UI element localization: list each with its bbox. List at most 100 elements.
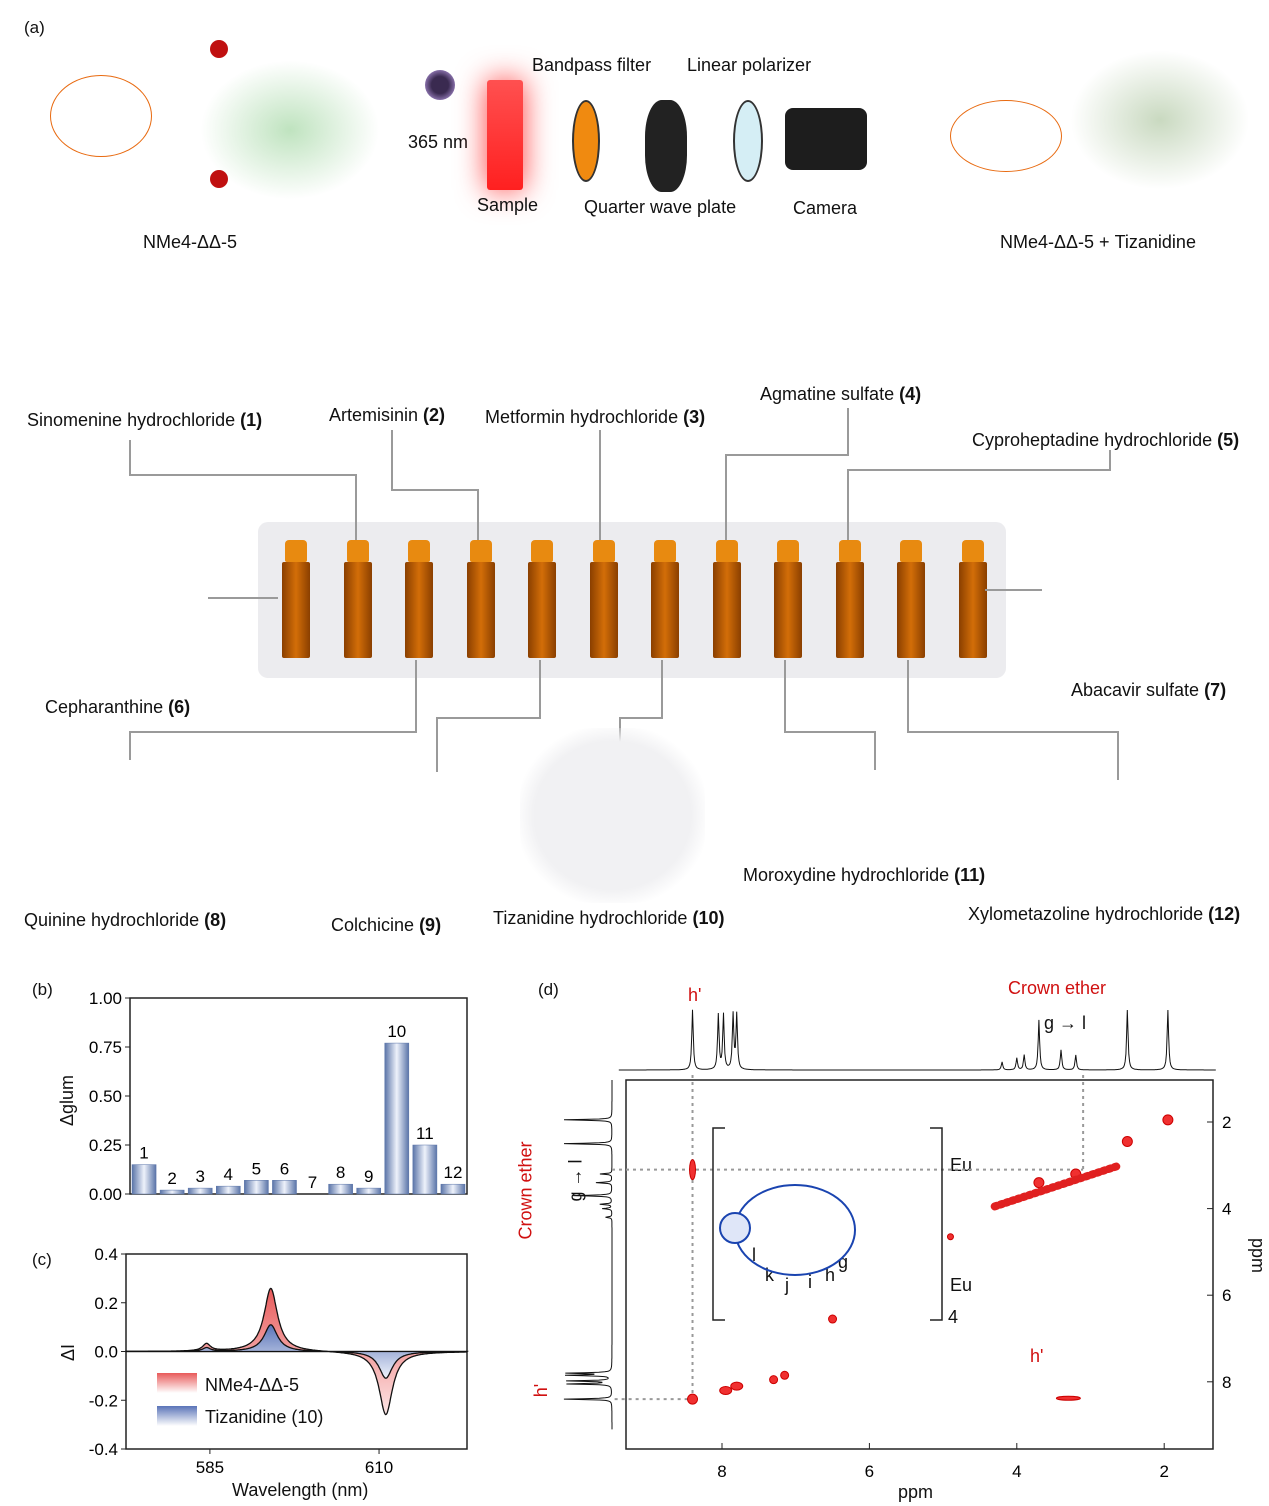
bar-label: 12	[443, 1163, 462, 1182]
y-tick-label: -0.4	[89, 1440, 118, 1459]
compound-label: Agmatine sulfate (4)	[760, 384, 921, 405]
panel-b-label: (b)	[32, 980, 53, 999]
y-tick-label: 0.4	[94, 1245, 118, 1264]
compound-number: (10)	[692, 908, 725, 928]
connector-line	[129, 660, 417, 760]
compound-name: Moroxydine hydrochloride	[743, 865, 950, 885]
y-tick-label: 0.75	[89, 1038, 122, 1057]
y-tick-label: 2	[1222, 1113, 1231, 1132]
bar-label: 4	[224, 1165, 233, 1184]
vial	[282, 540, 310, 658]
bandpass-filter	[572, 100, 600, 182]
proton-letter: j	[785, 1275, 789, 1295]
y-tick-label: 0.0	[94, 1343, 118, 1362]
x-tick-label: 610	[365, 1458, 393, 1477]
bar	[440, 1183, 466, 1195]
connector-line	[391, 430, 479, 540]
compound-number: (2)	[423, 405, 446, 425]
compound-number: (3)	[683, 407, 706, 427]
complex-right-label: NMe4-ΔΔ-5 + Tizanidine	[1000, 232, 1196, 252]
bar	[159, 1189, 185, 1195]
vial	[958, 540, 987, 658]
bar	[328, 1183, 353, 1195]
proton-letter: h	[825, 1265, 836, 1285]
compound-number: (1)	[240, 410, 263, 430]
count-label: 4	[948, 1307, 959, 1327]
compound-number: (5)	[1217, 430, 1240, 450]
y-tick-label: 0.50	[89, 1087, 122, 1106]
proton-spectrum-top	[618, 1009, 1216, 1071]
bulb-icon	[425, 70, 455, 100]
compound-label: Quinine hydrochloride (8)	[24, 910, 226, 931]
compound-label: Artemisinin (2)	[329, 405, 445, 426]
legend-series-1: NMe4-ΔΔ-5	[205, 1375, 300, 1395]
connector-line	[784, 660, 876, 770]
compound-number: (8)	[204, 910, 227, 930]
compound-name: Abacavir sulfate	[1071, 680, 1200, 700]
compound-name: Artemisinin	[329, 405, 419, 425]
compound-name: Quinine hydrochloride	[24, 910, 200, 930]
proton-letter: g	[838, 1252, 849, 1272]
c-xlabel: Wavelength (nm)	[232, 1480, 369, 1500]
panel-d-label: (d)	[538, 980, 559, 999]
legend-series-2: Tizanidine (10)	[205, 1407, 324, 1427]
compound-label: Colchicine (9)	[331, 915, 441, 936]
x-tick-label: 585	[196, 1458, 224, 1477]
connector-line	[907, 660, 1119, 780]
vial	[712, 540, 741, 658]
y-tick-label: 0.00	[89, 1185, 122, 1204]
cross-peak	[946, 1233, 954, 1241]
linear-polarizer	[733, 100, 763, 182]
bar-label: 7	[308, 1173, 317, 1192]
vial	[528, 540, 556, 658]
cross-peak	[1121, 1135, 1133, 1147]
compound-name: Colchicine	[331, 915, 415, 935]
compound-label: Tizanidine hydrochloride (10)	[493, 908, 724, 929]
compound-label: Xylometazoline hydrochloride (12)	[968, 904, 1240, 925]
camera-icon	[785, 108, 867, 170]
y-tick-label: 6	[1222, 1286, 1231, 1305]
polarizer-label: Linear polarizer	[687, 55, 812, 75]
bar-label: 5	[252, 1159, 261, 1178]
compound-number: (9)	[419, 915, 442, 935]
y-tick-label: -0.2	[89, 1391, 118, 1410]
cross-peak	[1162, 1114, 1174, 1126]
h-prime-structure: h'	[1030, 1346, 1044, 1366]
bar	[244, 1180, 269, 1195]
compound-name: Cyproheptadine hydrochloride	[972, 430, 1213, 450]
cross-peak	[689, 1159, 697, 1181]
cross-peak	[780, 1370, 790, 1380]
complex-right-graphic	[900, 20, 1260, 210]
vial-array	[258, 522, 1006, 678]
guide-line	[612, 1075, 694, 1401]
diagonal-cluster	[990, 1161, 1124, 1211]
proton-spectrum-left	[563, 1080, 613, 1430]
compound-label: Sinomenine hydrochloride (1)	[27, 410, 262, 431]
compound-name: Cepharanthine	[45, 697, 164, 717]
panel-a-label: (a)	[24, 18, 45, 37]
compound-name: Tizanidine hydrochloride	[493, 908, 688, 928]
compound-number: (11)	[954, 865, 986, 885]
tizanidine-highlight	[520, 728, 705, 903]
vial	[405, 540, 433, 658]
legend-swatch-blue	[157, 1406, 197, 1426]
y-tick-label: 1.00	[89, 989, 122, 1008]
structure-bracket	[712, 1127, 943, 1321]
camera-label: Camera	[793, 198, 858, 218]
connector-line	[436, 660, 541, 772]
vial	[343, 540, 372, 658]
vial	[589, 540, 618, 658]
bar-label: 3	[195, 1167, 204, 1186]
y-tick-label: 8	[1222, 1373, 1231, 1392]
legend-swatch-red	[157, 1373, 197, 1393]
compound-number: (4)	[899, 384, 922, 404]
cross-peak	[769, 1375, 779, 1385]
bar-label: 2	[167, 1169, 176, 1188]
connector-line	[847, 450, 1111, 540]
y-tick-label: 0.2	[94, 1294, 118, 1313]
compound-name: Metformin hydrochloride	[485, 407, 679, 427]
compound-label: Metformin hydrochloride (3)	[485, 407, 705, 428]
d-xlabel: ppm	[898, 1482, 934, 1502]
